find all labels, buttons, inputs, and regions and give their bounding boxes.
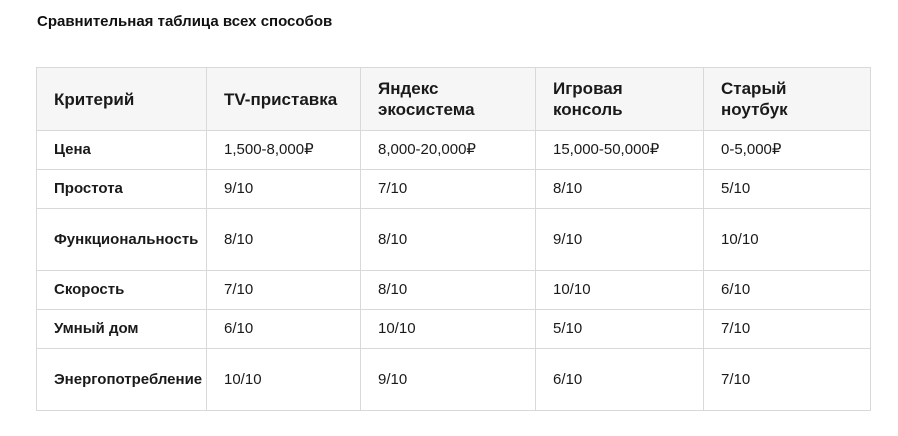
table-cell: 10/10 xyxy=(206,348,361,411)
table-cell: 1,500-8,000₽ xyxy=(206,130,361,170)
column-header-laptop: Старый ноутбук xyxy=(703,67,871,131)
table-cell: 7/10 xyxy=(703,348,871,411)
row-criterion: Энергопотребление xyxy=(36,348,207,411)
table-row: Цена 1,500-8,000₽ 8,000-20,000₽ 15,000-5… xyxy=(36,130,871,170)
table-cell: 8/10 xyxy=(535,169,704,209)
table-cell: 9/10 xyxy=(535,208,704,271)
table-row: Функциональность 8/10 8/10 9/10 10/10 xyxy=(36,208,871,271)
table-cell: 0-5,000₽ xyxy=(703,130,871,170)
column-header-yandex: Яндекс экосистема xyxy=(360,67,536,131)
table-cell: 5/10 xyxy=(535,309,704,349)
table-cell: 9/10 xyxy=(206,169,361,209)
row-criterion: Скорость xyxy=(36,270,207,310)
column-header-tv-box: TV-приставка xyxy=(206,67,361,131)
table-cell: 8,000-20,000₽ xyxy=(360,130,536,170)
table-cell: 8/10 xyxy=(360,270,536,310)
table-cell: 7/10 xyxy=(360,169,536,209)
column-header-criterion: Критерий xyxy=(36,67,207,131)
column-header-console: Игровая консоль xyxy=(535,67,704,131)
table-cell: 15,000-50,000₽ xyxy=(535,130,704,170)
comparison-table: Критерий TV-приставка Яндекс экосистема … xyxy=(36,67,871,411)
table-cell: 5/10 xyxy=(703,169,871,209)
table-row: Простота 9/10 7/10 8/10 5/10 xyxy=(36,169,871,209)
row-criterion: Умный дом xyxy=(36,309,207,349)
table-cell: 8/10 xyxy=(206,208,361,271)
table-cell: 7/10 xyxy=(206,270,361,310)
page-title: Сравнительная таблица всех способов xyxy=(37,13,333,30)
table-cell: 9/10 xyxy=(360,348,536,411)
table-cell: 10/10 xyxy=(703,208,871,271)
table-cell: 6/10 xyxy=(535,348,704,411)
row-criterion: Цена xyxy=(36,130,207,170)
table-row: Умный дом 6/10 10/10 5/10 7/10 xyxy=(36,309,871,349)
table-cell: 6/10 xyxy=(206,309,361,349)
table-header-row: Критерий TV-приставка Яндекс экосистема … xyxy=(36,67,871,131)
row-criterion: Простота xyxy=(36,169,207,209)
table-cell: 7/10 xyxy=(703,309,871,349)
table-row: Энергопотребление 10/10 9/10 6/10 7/10 xyxy=(36,348,871,411)
table-cell: 8/10 xyxy=(360,208,536,271)
row-criterion: Функциональность xyxy=(36,208,207,271)
table-cell: 10/10 xyxy=(360,309,536,349)
table-cell: 6/10 xyxy=(703,270,871,310)
table-row: Скорость 7/10 8/10 10/10 6/10 xyxy=(36,270,871,310)
table-cell: 10/10 xyxy=(535,270,704,310)
